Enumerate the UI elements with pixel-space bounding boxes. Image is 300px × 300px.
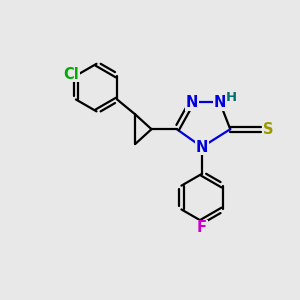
Text: N: N bbox=[185, 95, 198, 110]
Text: H: H bbox=[226, 91, 237, 103]
Text: N: N bbox=[214, 95, 226, 110]
Text: F: F bbox=[197, 220, 207, 236]
Text: S: S bbox=[263, 122, 273, 137]
Text: N: N bbox=[196, 140, 208, 154]
Text: Cl: Cl bbox=[64, 67, 79, 82]
